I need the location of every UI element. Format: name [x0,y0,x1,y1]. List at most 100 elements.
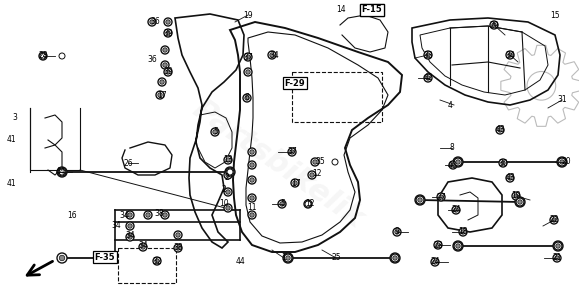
Circle shape [250,150,254,154]
Text: 41: 41 [6,136,16,145]
Text: 18: 18 [458,227,468,237]
Circle shape [161,61,169,69]
Circle shape [126,222,134,230]
Circle shape [59,255,65,261]
Circle shape [268,51,276,59]
Circle shape [517,199,523,205]
Text: 5: 5 [214,128,218,136]
Circle shape [555,243,560,249]
Circle shape [391,254,399,262]
Circle shape [153,257,161,265]
Circle shape [395,230,399,234]
Circle shape [161,211,169,219]
Text: 38: 38 [154,209,164,218]
Text: 37: 37 [243,52,253,61]
Text: 29: 29 [489,21,499,30]
Circle shape [415,195,425,205]
Circle shape [155,259,159,263]
Text: 44: 44 [56,167,66,176]
Circle shape [512,192,520,200]
Text: 42: 42 [423,74,433,83]
Text: F-15: F-15 [362,5,382,15]
Circle shape [166,31,170,35]
Circle shape [434,241,442,249]
Circle shape [105,255,111,261]
Circle shape [244,53,252,61]
Circle shape [211,128,219,136]
Circle shape [158,78,166,86]
Text: 14: 14 [336,5,346,15]
Circle shape [308,171,316,179]
Text: 4: 4 [448,100,452,109]
Circle shape [454,242,462,250]
Text: 2: 2 [225,173,229,181]
Text: 12: 12 [305,199,315,209]
Circle shape [163,63,167,67]
Text: 36: 36 [150,18,160,27]
Text: 34: 34 [269,50,279,60]
Circle shape [176,233,180,237]
Circle shape [461,230,465,234]
Text: 27: 27 [436,193,446,201]
Text: 13: 13 [223,156,233,164]
Circle shape [103,253,113,263]
Circle shape [304,200,312,208]
Text: F-15: F-15 [362,5,382,15]
Circle shape [248,194,256,202]
Circle shape [449,161,457,169]
Text: 26: 26 [123,159,133,167]
Circle shape [246,70,250,74]
Text: F-35: F-35 [95,252,115,262]
Text: 32: 32 [152,257,162,266]
Text: 10: 10 [219,198,229,207]
Circle shape [418,198,422,202]
Circle shape [492,23,496,27]
Text: 40: 40 [448,161,458,170]
Circle shape [424,74,432,82]
Circle shape [246,55,250,59]
Circle shape [278,200,286,208]
Text: 19: 19 [511,192,521,201]
Circle shape [453,241,463,251]
Text: 39: 39 [163,68,173,77]
Circle shape [250,178,254,182]
Circle shape [439,195,443,199]
Circle shape [224,171,232,179]
Circle shape [163,213,167,217]
Circle shape [552,218,556,222]
Text: 9: 9 [394,227,400,237]
Circle shape [128,213,132,217]
Circle shape [557,157,567,167]
Circle shape [437,193,445,201]
Circle shape [148,18,156,26]
Text: 5: 5 [281,199,285,209]
Circle shape [128,224,132,228]
Circle shape [454,208,458,212]
Circle shape [455,159,461,165]
Text: 44: 44 [235,257,245,266]
Circle shape [393,228,401,236]
Circle shape [313,160,317,164]
Circle shape [59,169,65,175]
Text: 8: 8 [450,144,455,153]
Text: 17: 17 [157,91,167,100]
Circle shape [518,200,522,204]
Circle shape [459,228,467,236]
Circle shape [227,169,233,175]
Text: 28: 28 [38,52,47,60]
Circle shape [417,197,423,203]
Circle shape [144,211,152,219]
Circle shape [514,194,518,198]
Circle shape [451,163,455,167]
Circle shape [164,68,172,76]
Text: 35: 35 [315,158,325,167]
Text: 34: 34 [138,241,148,251]
Circle shape [285,255,291,261]
Circle shape [41,54,45,58]
Circle shape [57,253,67,263]
Circle shape [224,188,232,196]
Text: 34: 34 [111,221,121,230]
Circle shape [59,53,65,59]
Circle shape [506,51,514,59]
Circle shape [227,169,233,175]
